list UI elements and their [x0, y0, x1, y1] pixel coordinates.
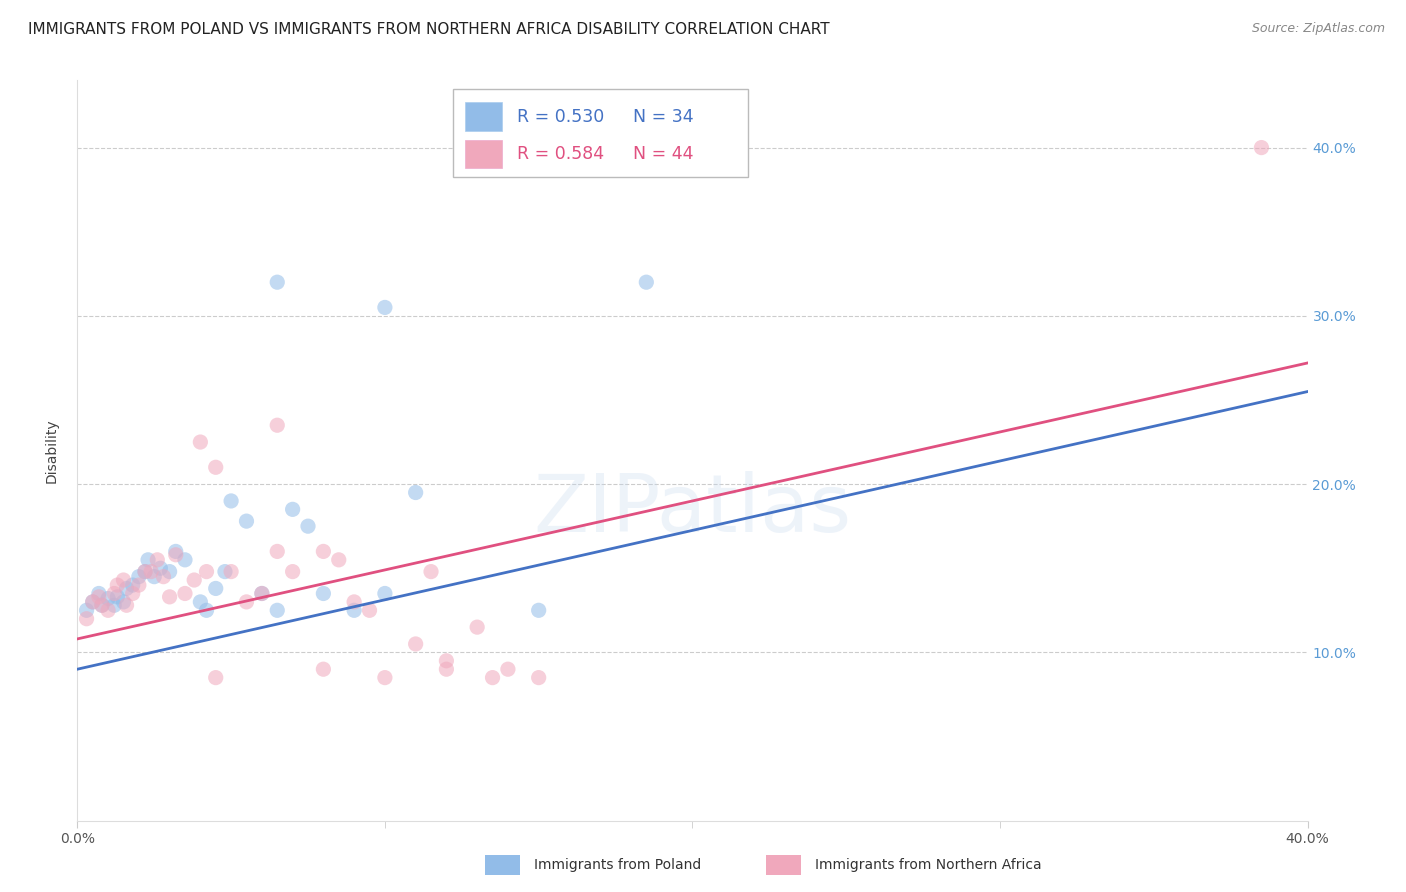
Point [82, 595, 104, 609]
Text: R = 0.584: R = 0.584 [516, 145, 603, 162]
Point [250, 586, 273, 600]
Point [136, 553, 159, 567]
Point [174, 553, 197, 567]
Point [214, 565, 236, 579]
Point [204, 671, 226, 685]
Point [496, 662, 519, 676]
Point [149, 561, 172, 575]
Point [165, 548, 187, 562]
Point [152, 569, 174, 583]
Point [90, 599, 114, 613]
Point [527, 603, 550, 617]
Point [165, 544, 187, 558]
Point [312, 662, 335, 676]
Point [97, 603, 120, 617]
Point [112, 595, 135, 609]
Text: IMMIGRANTS FROM POLAND VS IMMIGRANTS FROM NORTHERN AFRICA DISABILITY CORRELATION: IMMIGRANTS FROM POLAND VS IMMIGRANTS FRO… [28, 22, 830, 37]
Point [204, 460, 226, 475]
Point [128, 578, 150, 592]
Point [103, 586, 125, 600]
Point [281, 565, 304, 579]
Point [183, 573, 205, 587]
Point [235, 514, 257, 528]
Point [266, 275, 288, 289]
Point [266, 418, 288, 433]
Point [103, 599, 125, 613]
Point [405, 637, 427, 651]
Point [420, 565, 443, 579]
Point [328, 553, 350, 567]
Point [405, 485, 427, 500]
Point [159, 565, 181, 579]
Point [1250, 140, 1272, 154]
Point [112, 573, 135, 587]
Point [76, 612, 98, 626]
Point [374, 586, 396, 600]
Point [82, 595, 104, 609]
Point [281, 502, 304, 516]
Point [134, 565, 156, 579]
Point [266, 544, 288, 558]
FancyBboxPatch shape [453, 89, 748, 177]
Text: Source: ZipAtlas.com: Source: ZipAtlas.com [1251, 22, 1385, 36]
Point [188, 435, 212, 450]
Point [90, 599, 114, 613]
Point [146, 553, 169, 567]
Y-axis label: Disability: Disability [45, 418, 59, 483]
Point [235, 595, 257, 609]
Point [266, 603, 288, 617]
Point [76, 603, 98, 617]
FancyBboxPatch shape [465, 139, 502, 168]
Point [195, 565, 218, 579]
Point [105, 578, 128, 592]
Point [188, 595, 212, 609]
Point [481, 671, 503, 685]
Point [465, 620, 488, 634]
Point [204, 582, 226, 596]
Text: ZIPatlas: ZIPatlas [533, 471, 852, 549]
Text: N = 44: N = 44 [634, 145, 695, 162]
Point [87, 590, 110, 604]
Point [527, 671, 550, 685]
Point [143, 569, 166, 583]
Point [87, 586, 110, 600]
Point [174, 586, 197, 600]
Point [312, 586, 335, 600]
Text: R = 0.530: R = 0.530 [516, 108, 603, 126]
Point [141, 565, 163, 579]
Point [343, 603, 366, 617]
Point [219, 494, 242, 508]
Point [343, 595, 366, 609]
Point [121, 586, 143, 600]
Point [374, 671, 396, 685]
Text: Immigrants from Northern Africa: Immigrants from Northern Africa [815, 858, 1042, 872]
Point [134, 565, 156, 579]
Point [97, 591, 120, 606]
Point [115, 582, 138, 596]
Point [121, 578, 143, 592]
Point [219, 565, 242, 579]
Point [115, 599, 138, 613]
Text: Immigrants from Poland: Immigrants from Poland [534, 858, 702, 872]
Point [128, 569, 150, 583]
Point [297, 519, 319, 533]
Point [312, 544, 335, 558]
Point [195, 603, 218, 617]
Point [636, 275, 658, 289]
Point [159, 590, 181, 604]
Point [105, 590, 128, 604]
Point [436, 654, 458, 668]
Point [374, 301, 396, 315]
Point [436, 662, 458, 676]
Point [250, 586, 273, 600]
Text: N = 34: N = 34 [634, 108, 695, 126]
FancyBboxPatch shape [465, 103, 502, 130]
Point [359, 603, 381, 617]
